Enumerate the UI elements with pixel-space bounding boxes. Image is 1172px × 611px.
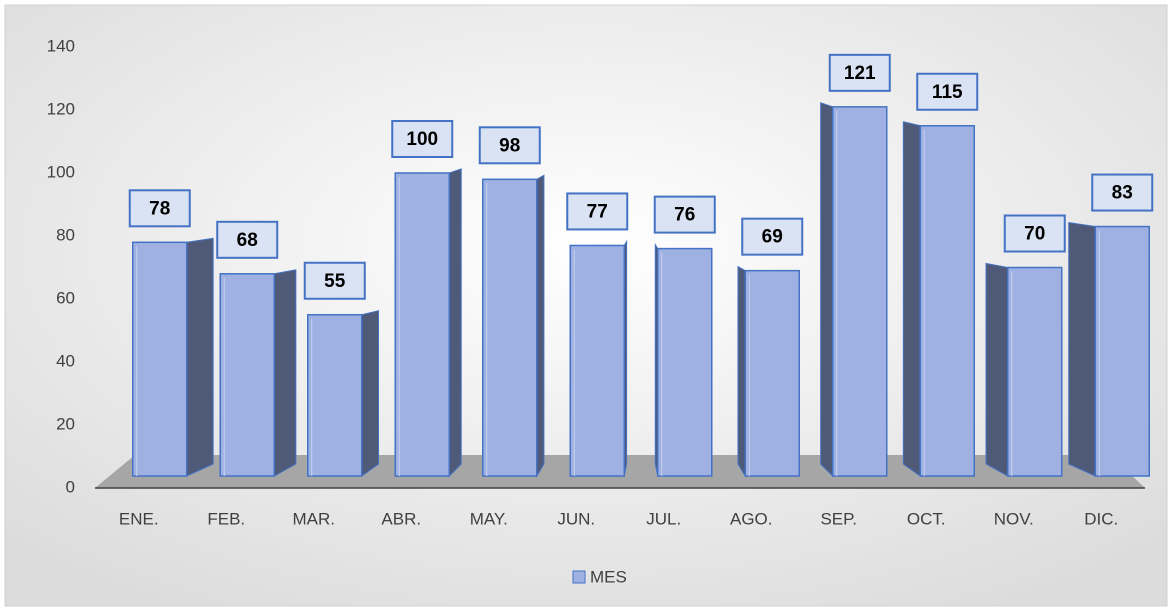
bar-group: 78 <box>128 189 214 477</box>
bar <box>1094 225 1150 477</box>
data-label: 115 <box>932 82 963 103</box>
data-label-box <box>478 126 541 165</box>
y-tick-label: 40 <box>56 351 75 370</box>
bar-group: 100 <box>391 120 462 478</box>
x-tick-label: OCT. <box>907 509 946 528</box>
x-tick-label: SEP. <box>820 509 857 528</box>
y-tick-label: 0 <box>66 477 75 496</box>
bar <box>132 241 188 477</box>
bar-side <box>902 121 921 477</box>
x-tick-label: FEB. <box>207 509 245 528</box>
x-tick-label: MAY. <box>470 509 508 528</box>
data-label-box <box>916 72 979 111</box>
bar <box>1007 266 1063 477</box>
data-label: 100 <box>406 129 438 150</box>
data-label-box <box>741 217 804 256</box>
data-label: 69 <box>762 227 783 248</box>
data-label-box <box>128 189 191 228</box>
bar-side <box>737 265 746 478</box>
data-label-box <box>566 192 629 231</box>
bar <box>482 178 538 477</box>
data-label-box <box>1003 214 1066 253</box>
bar-side <box>985 262 1009 477</box>
bar-side <box>186 237 214 477</box>
bar-group: 83 <box>1068 173 1154 477</box>
bar <box>219 273 275 477</box>
bar-group: 68 <box>216 220 297 477</box>
y-tick-label: 140 <box>47 36 75 55</box>
data-label: 83 <box>1112 183 1133 204</box>
y-tick-label: 100 <box>47 162 75 181</box>
bar-side <box>361 310 380 477</box>
bar-group: 115 <box>902 72 979 477</box>
data-label-box <box>828 53 891 92</box>
data-label: 121 <box>844 63 876 84</box>
data-label: 55 <box>324 271 346 292</box>
x-tick-label: AGO. <box>730 509 773 528</box>
data-label-box <box>303 261 366 300</box>
bar-group: 121 <box>820 53 891 478</box>
bar <box>394 172 450 477</box>
data-label: 70 <box>1024 224 1045 245</box>
bar-side <box>448 168 462 478</box>
x-tick-label: DIC. <box>1084 509 1118 528</box>
bar <box>919 125 975 477</box>
bar-group: 55 <box>303 261 380 477</box>
data-label-box <box>653 195 716 234</box>
data-label-box <box>391 120 454 158</box>
bar-group: 76 <box>653 195 716 477</box>
x-tick-label: JUN. <box>557 509 595 528</box>
data-label: 78 <box>149 198 170 219</box>
data-label-box <box>1091 173 1154 212</box>
bar <box>832 106 888 477</box>
y-tick-label: 120 <box>47 99 75 118</box>
y-tick-label: 80 <box>56 225 75 244</box>
bar <box>307 314 363 477</box>
bar-side <box>1068 221 1096 477</box>
bar-group: 69 <box>737 217 804 478</box>
bar <box>569 244 625 477</box>
x-tick-label: ENE. <box>119 509 159 528</box>
data-label: 98 <box>499 135 520 156</box>
legend-label: MES <box>590 567 627 586</box>
bar-side <box>273 269 297 477</box>
bar-side <box>536 174 545 478</box>
bar-group: 77 <box>566 192 629 477</box>
x-tick-label: ABR. <box>381 509 421 528</box>
bar-side <box>820 102 834 478</box>
y-tick-label: 20 <box>56 414 75 433</box>
y-tick-label: 60 <box>56 288 75 307</box>
bar <box>657 247 713 477</box>
data-label: 68 <box>237 230 258 251</box>
bar <box>744 269 800 477</box>
bar-group: 98 <box>478 126 545 478</box>
data-label: 76 <box>674 205 695 226</box>
x-tick-label: MAR. <box>293 509 336 528</box>
x-tick-label: JUL. <box>646 509 681 528</box>
data-label: 77 <box>587 201 608 222</box>
data-label-box <box>216 220 279 259</box>
x-tick-label: NOV. <box>994 509 1034 528</box>
bar-group: 70 <box>985 214 1066 477</box>
legend-swatch <box>572 570 586 584</box>
